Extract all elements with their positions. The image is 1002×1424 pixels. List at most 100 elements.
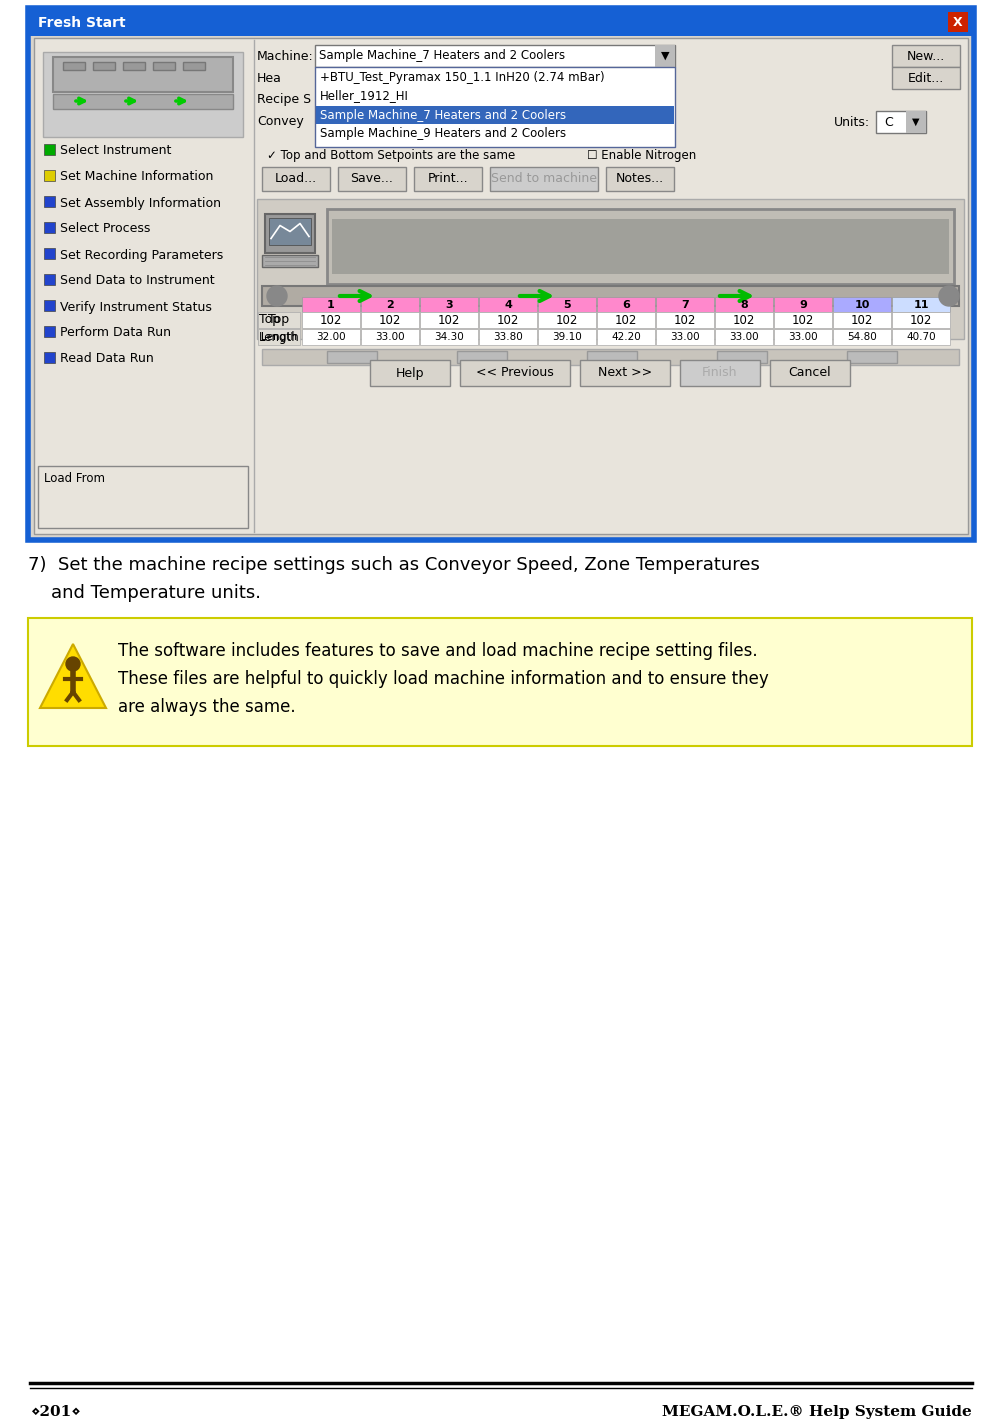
Text: 102: 102 [556, 313, 578, 326]
FancyBboxPatch shape [587, 350, 637, 363]
Text: and Temperature units.: and Temperature units. [28, 584, 261, 602]
Text: 102: 102 [320, 313, 343, 326]
Circle shape [66, 656, 80, 671]
FancyBboxPatch shape [316, 105, 674, 124]
Text: 102: 102 [615, 313, 637, 326]
FancyBboxPatch shape [538, 312, 596, 328]
FancyBboxPatch shape [597, 298, 655, 312]
Text: ☐ Enable Nitrogen: ☐ Enable Nitrogen [587, 148, 696, 161]
Text: X: X [953, 16, 963, 28]
FancyBboxPatch shape [44, 326, 55, 337]
Text: These files are helpful to quickly load machine information and to ensure they: These files are helpful to quickly load … [118, 671, 769, 688]
FancyBboxPatch shape [774, 312, 832, 328]
FancyBboxPatch shape [774, 298, 832, 312]
Text: Set Assembly Information: Set Assembly Information [60, 197, 221, 209]
FancyBboxPatch shape [892, 67, 960, 88]
Polygon shape [40, 644, 106, 708]
Text: 33.00: 33.00 [670, 332, 699, 342]
Text: 2: 2 [386, 300, 394, 310]
FancyBboxPatch shape [680, 360, 760, 386]
Text: Notes...: Notes... [616, 172, 664, 185]
FancyBboxPatch shape [44, 248, 55, 259]
FancyBboxPatch shape [44, 169, 55, 181]
Text: 102: 102 [379, 313, 401, 326]
FancyBboxPatch shape [420, 312, 478, 328]
FancyBboxPatch shape [265, 214, 315, 253]
FancyBboxPatch shape [833, 329, 891, 345]
FancyBboxPatch shape [257, 199, 964, 339]
Text: ▼: ▼ [912, 117, 920, 127]
FancyBboxPatch shape [38, 466, 248, 528]
Text: 33.80: 33.80 [493, 332, 523, 342]
FancyBboxPatch shape [774, 329, 832, 345]
Circle shape [267, 286, 287, 306]
Text: Next >>: Next >> [598, 366, 652, 380]
FancyBboxPatch shape [30, 10, 972, 36]
Text: Machine:: Machine: [257, 50, 314, 63]
Text: 102: 102 [792, 313, 815, 326]
Text: 40.70: 40.70 [906, 332, 936, 342]
Text: Sample Machine_7 Heaters and 2 Coolers: Sample Machine_7 Heaters and 2 Coolers [320, 108, 566, 121]
FancyBboxPatch shape [847, 350, 897, 363]
Text: The software includes features to save and load machine recipe setting files.: The software includes features to save a… [118, 642, 758, 659]
Text: 102: 102 [673, 313, 696, 326]
FancyBboxPatch shape [327, 350, 377, 363]
Text: 10: 10 [855, 300, 870, 310]
Text: New...: New... [907, 50, 945, 63]
FancyBboxPatch shape [183, 63, 205, 70]
Text: 34.30: 34.30 [434, 332, 464, 342]
Text: Convey: Convey [257, 115, 304, 128]
FancyBboxPatch shape [656, 298, 714, 312]
Text: C: C [884, 115, 893, 128]
Text: Hea: Hea [257, 71, 282, 84]
FancyBboxPatch shape [490, 167, 598, 191]
FancyBboxPatch shape [123, 63, 145, 70]
FancyBboxPatch shape [44, 222, 55, 234]
FancyBboxPatch shape [28, 9, 974, 540]
FancyBboxPatch shape [361, 298, 419, 312]
FancyBboxPatch shape [44, 352, 55, 363]
FancyBboxPatch shape [302, 312, 360, 328]
Text: 7)  Set the machine recipe settings such as Conveyor Speed, Zone Temperatures: 7) Set the machine recipe settings such … [28, 555, 760, 574]
Text: Length: Length [259, 332, 300, 345]
FancyBboxPatch shape [361, 329, 419, 345]
Text: 3: 3 [445, 300, 453, 310]
Text: Send to machine: Send to machine [491, 172, 597, 185]
Text: Verify Instrument Status: Verify Instrument Status [60, 300, 211, 313]
FancyBboxPatch shape [44, 197, 55, 206]
FancyBboxPatch shape [538, 298, 596, 312]
FancyBboxPatch shape [460, 360, 570, 386]
FancyBboxPatch shape [44, 300, 55, 310]
Text: Edit...: Edit... [908, 71, 944, 84]
Text: 54.80: 54.80 [847, 332, 877, 342]
Text: Sample Machine_9 Heaters and 2 Coolers: Sample Machine_9 Heaters and 2 Coolers [320, 128, 566, 141]
Text: 5: 5 [563, 300, 571, 310]
Text: Length: Length [261, 332, 297, 342]
Text: Cancel: Cancel [789, 366, 832, 380]
Text: Select Instrument: Select Instrument [60, 144, 171, 158]
FancyBboxPatch shape [833, 298, 891, 312]
Text: 8: 8 [740, 300, 747, 310]
FancyBboxPatch shape [338, 167, 406, 191]
FancyBboxPatch shape [262, 167, 330, 191]
FancyBboxPatch shape [269, 218, 311, 245]
FancyBboxPatch shape [715, 298, 773, 312]
FancyBboxPatch shape [656, 329, 714, 345]
FancyBboxPatch shape [262, 255, 318, 268]
Text: 1: 1 [327, 300, 335, 310]
FancyBboxPatch shape [538, 329, 596, 345]
FancyBboxPatch shape [479, 298, 537, 312]
FancyBboxPatch shape [44, 144, 55, 155]
Text: 32.00: 32.00 [317, 332, 346, 342]
FancyBboxPatch shape [892, 298, 950, 312]
Text: Select Process: Select Process [60, 222, 150, 235]
FancyBboxPatch shape [332, 219, 949, 273]
FancyBboxPatch shape [315, 67, 675, 147]
Text: Top: Top [259, 313, 281, 326]
FancyBboxPatch shape [906, 111, 926, 132]
FancyBboxPatch shape [38, 41, 248, 463]
Text: Sample Machine_7 Heaters and 2 Coolers: Sample Machine_7 Heaters and 2 Coolers [319, 50, 565, 63]
FancyBboxPatch shape [327, 209, 954, 283]
FancyBboxPatch shape [361, 312, 419, 328]
FancyBboxPatch shape [892, 46, 960, 67]
